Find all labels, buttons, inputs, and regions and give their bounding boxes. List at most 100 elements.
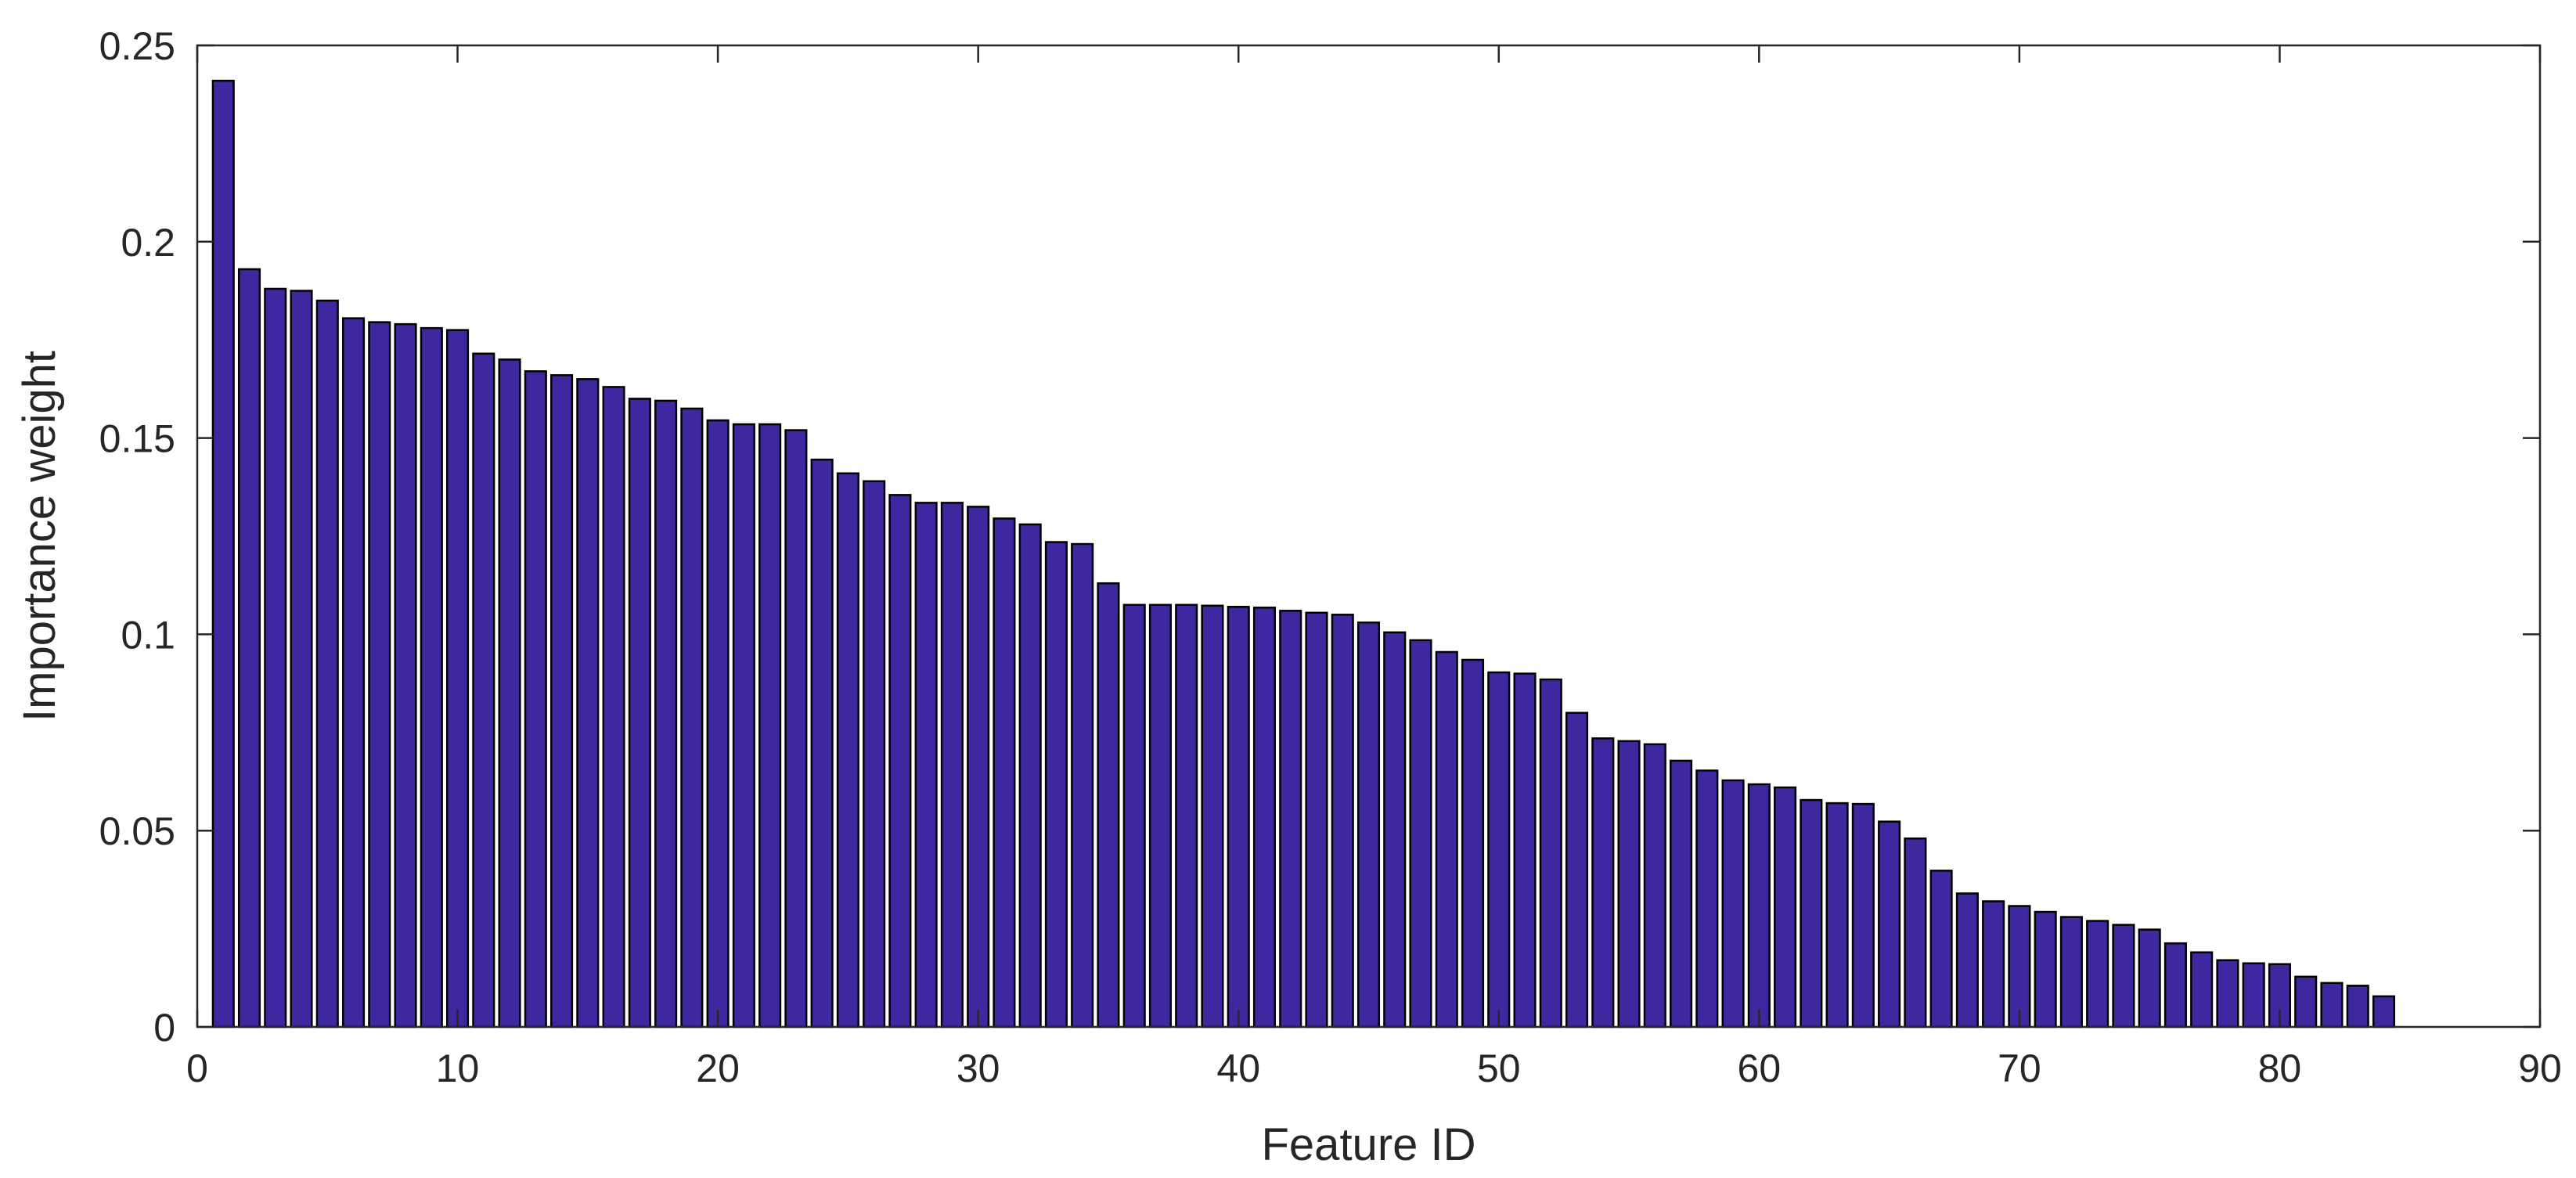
bar-feature-5 [315,299,339,1028]
bar-feature-9 [420,326,443,1028]
bar-feature-17 [628,398,651,1028]
bar-feature-34 [1071,542,1094,1028]
bar-feature-73 [2086,920,2109,1028]
bar-feature-7 [368,321,391,1028]
x-tick-label-10: 10 [436,1047,480,1090]
bar-feature-58 [1695,769,1719,1028]
y-tick-label-0: 0 [153,1006,175,1050]
x-tick-label-90: 90 [2518,1047,2562,1090]
bar-feature-22 [758,423,782,1028]
bar-feature-51 [1513,672,1537,1028]
bar-feature-59 [1721,779,1745,1028]
bar-feature-74 [2112,924,2135,1028]
bar-feature-55 [1617,740,1641,1028]
bar-feature-66 [1904,837,1927,1028]
bars-group [211,79,2396,1028]
bar-feature-4 [290,290,313,1028]
bar-feature-14 [550,374,574,1028]
bar-feature-53 [1565,711,1589,1028]
bar-feature-54 [1591,737,1615,1028]
bar-feature-43 [1305,611,1328,1028]
x-tick-label-70: 70 [1998,1047,2041,1090]
y-tick-label-0.1: 0.1 [121,613,175,657]
bar-feature-33 [1044,541,1068,1028]
bar-feature-46 [1383,631,1407,1028]
bar-feature-29 [940,502,964,1028]
x-tick-label-0: 0 [186,1047,208,1090]
x-tick-label-40: 40 [1216,1047,1260,1090]
bar-feature-71 [2034,910,2057,1028]
bar-feature-6 [341,317,366,1028]
bar-feature-52 [1539,678,1562,1028]
bar-feature-42 [1279,610,1302,1028]
x-axis-title: Feature ID [1262,1119,1476,1170]
bar-feature-45 [1356,621,1381,1028]
bar-feature-56 [1643,743,1666,1028]
y-tick-label-0.2: 0.2 [121,221,175,265]
bar-feature-3 [264,287,287,1028]
bar-feature-21 [732,423,755,1028]
x-tick-label-30: 30 [957,1047,1000,1090]
bar-feature-12 [498,358,521,1028]
bar-feature-18 [654,399,678,1028]
bar-feature-40 [1227,606,1250,1028]
bar-feature-26 [863,480,886,1028]
y-axis-title: Importance weight [14,351,65,722]
bar-feature-2 [237,268,261,1028]
bar-feature-20 [706,419,730,1028]
bar-feature-36 [1122,603,1146,1028]
y-tick-label-0.25: 0.25 [99,24,175,68]
bar-feature-8 [394,322,417,1028]
bar-feature-37 [1148,603,1173,1028]
bar-feature-68 [1955,892,1979,1028]
bar-feature-11 [472,352,495,1028]
plot-frame [196,44,2542,1028]
x-tick-label-20: 20 [696,1047,740,1090]
bar-feature-38 [1175,603,1198,1028]
bar-feature-60 [1747,783,1771,1028]
bar-feature-82 [2320,982,2344,1028]
bar-feature-76 [2163,942,2187,1028]
bar-feature-19 [680,407,704,1028]
bar-feature-65 [1878,820,1901,1028]
bar-feature-31 [993,517,1016,1028]
bar-feature-49 [1461,658,1485,1028]
x-tick-label-50: 50 [1477,1047,1521,1090]
bar-feature-24 [810,458,834,1028]
bar-feature-77 [2190,951,2214,1028]
x-tick-label-60: 60 [1738,1047,1782,1090]
bar-feature-81 [2294,975,2318,1028]
bar-feature-10 [446,329,470,1028]
bar-feature-48 [1435,650,1458,1028]
bar-feature-72 [2059,916,2083,1028]
bar-feature-62 [1800,798,1823,1028]
bar-feature-75 [2138,928,2161,1028]
bar-feature-50 [1487,671,1511,1028]
bar-feature-35 [1097,582,1120,1028]
bar-feature-61 [1774,786,1797,1028]
bar-feature-39 [1201,604,1224,1028]
bar-feature-28 [914,502,938,1028]
ticks-group [196,44,2542,1028]
bar-feature-70 [2008,905,2031,1028]
bar-feature-1 [211,79,235,1028]
bar-feature-69 [1982,900,2005,1028]
bar-feature-15 [576,378,600,1028]
bar-feature-13 [524,370,547,1028]
bar-feature-16 [602,386,625,1028]
bar-feature-64 [1851,802,1875,1028]
bar-feature-41 [1252,607,1277,1028]
bar-feature-30 [967,506,990,1028]
bar-feature-25 [836,472,859,1028]
bar-feature-79 [2242,962,2265,1028]
bar-feature-23 [784,429,808,1028]
tick-labels-group: 0 10 20 30 40 50 60 70 80 90 0 0.05 0.1 0.15 0.2 0.25 [99,24,2562,1090]
bar-feature-84 [2372,995,2396,1028]
y-tick-label-0.15: 0.15 [99,417,175,461]
y-tick-label-0.05: 0.05 [99,809,175,853]
x-tick-label-80: 80 [2258,1047,2302,1090]
bar-feature-57 [1670,759,1693,1028]
bar-feature-27 [888,494,912,1028]
bar-feature-44 [1331,614,1354,1028]
